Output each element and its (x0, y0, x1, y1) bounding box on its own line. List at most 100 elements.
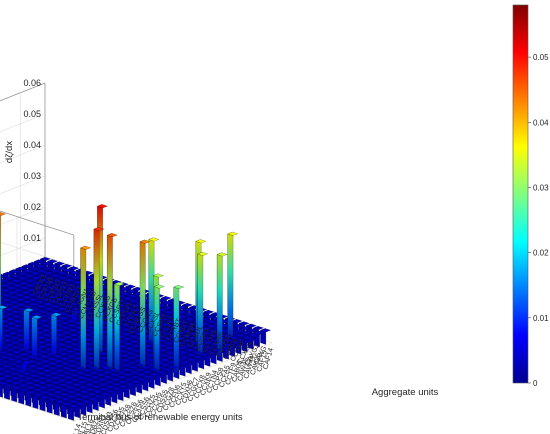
bar-top (176, 310, 188, 315)
bar-top (34, 335, 46, 340)
bar-top (0, 349, 2, 351)
bar-top (13, 293, 25, 297)
bar-top (20, 295, 32, 300)
bar-top (119, 327, 132, 332)
bar-top (234, 333, 246, 338)
bar-top (33, 295, 45, 300)
bar-top (50, 312, 62, 317)
bar-top (10, 314, 22, 319)
colorbar-tick-label: 0.01 (533, 314, 549, 323)
bar-top (11, 319, 23, 324)
bar-top (185, 357, 197, 362)
bar (93, 227, 105, 380)
bar-top (15, 271, 28, 276)
bar-top (183, 348, 195, 353)
bar-top (65, 390, 77, 394)
bar-top (54, 261, 66, 266)
bar-top (38, 390, 50, 395)
bar-top (66, 399, 79, 404)
bar-top (41, 266, 53, 271)
bar-top (27, 369, 39, 373)
bar-top (25, 390, 37, 395)
bar (173, 285, 185, 380)
y-axis-label: Aggregate units (372, 387, 439, 398)
bar (0, 358, 4, 361)
bar-top (12, 323, 24, 328)
axis-edge (0, 82, 46, 102)
bar-top (57, 387, 70, 392)
bar (139, 239, 151, 378)
bar-top (26, 292, 38, 297)
bar-top (8, 304, 21, 309)
bar-top (56, 378, 68, 383)
bar-top (45, 392, 57, 397)
row-tick-labels: CBLK3CCFGBCCPDSCCPD3CCRD1CCSRDTCCXGN1CCM… (32, 274, 269, 367)
bar (113, 281, 125, 383)
bar (0, 353, 3, 356)
bar-top (0, 367, 6, 371)
bar-top (18, 357, 31, 362)
bar-top (159, 327, 171, 331)
bar-top (29, 378, 41, 383)
bar-top (54, 297, 66, 302)
bar-top (117, 348, 129, 353)
bar-top (177, 314, 189, 319)
bar-top (49, 273, 61, 278)
bar (80, 245, 92, 381)
bar-top (21, 300, 33, 304)
bar-top (46, 397, 58, 402)
bar-top (38, 283, 50, 288)
bar-top (16, 276, 29, 281)
bar-top (58, 321, 70, 325)
bar-top (38, 354, 50, 359)
bar-top (128, 375, 141, 379)
bar-top (1, 369, 13, 374)
bar (46, 397, 58, 414)
bar-top (31, 388, 43, 392)
bar (259, 328, 272, 345)
bar-top (119, 358, 131, 363)
bar-top (139, 239, 151, 244)
bar (3, 383, 16, 400)
bar-top (6, 362, 18, 367)
bar-top (200, 331, 212, 336)
bar-top (126, 294, 139, 299)
bar-top (55, 271, 68, 276)
bar-top (113, 281, 125, 286)
bar-top (50, 278, 62, 283)
bar-top (118, 287, 131, 291)
bar-top (41, 368, 53, 373)
bar-top (31, 280, 43, 285)
bar-top (67, 297, 79, 302)
z-tick-label: 0.04 (23, 140, 41, 150)
bar-top (0, 328, 12, 333)
bar-top (35, 304, 47, 309)
bar-face-right (18, 389, 25, 405)
bar-top (81, 373, 94, 378)
bar-top (247, 333, 259, 338)
bar-face-right (179, 361, 186, 377)
bar-top (180, 329, 192, 334)
bar-top (128, 303, 140, 308)
bar-top (47, 295, 59, 299)
bar-top (3, 383, 16, 388)
bar-top (239, 326, 251, 331)
bar-top (34, 264, 46, 269)
bar-top (203, 345, 215, 350)
bar-top (15, 266, 27, 271)
bar-top (101, 370, 113, 375)
bar-top (228, 340, 241, 345)
bar-top (121, 337, 133, 341)
bar-top (36, 309, 48, 314)
bar-top (40, 364, 52, 369)
bar-top (44, 387, 56, 392)
col-tick-label: CBL14 (70, 423, 83, 434)
bar-top (46, 259, 59, 264)
bar-top (33, 361, 45, 366)
bar-top (47, 366, 59, 371)
bar (39, 394, 51, 412)
bar-top (39, 323, 51, 328)
bar-top (68, 266, 80, 271)
bar-top (24, 385, 36, 390)
bar-top (64, 354, 77, 359)
